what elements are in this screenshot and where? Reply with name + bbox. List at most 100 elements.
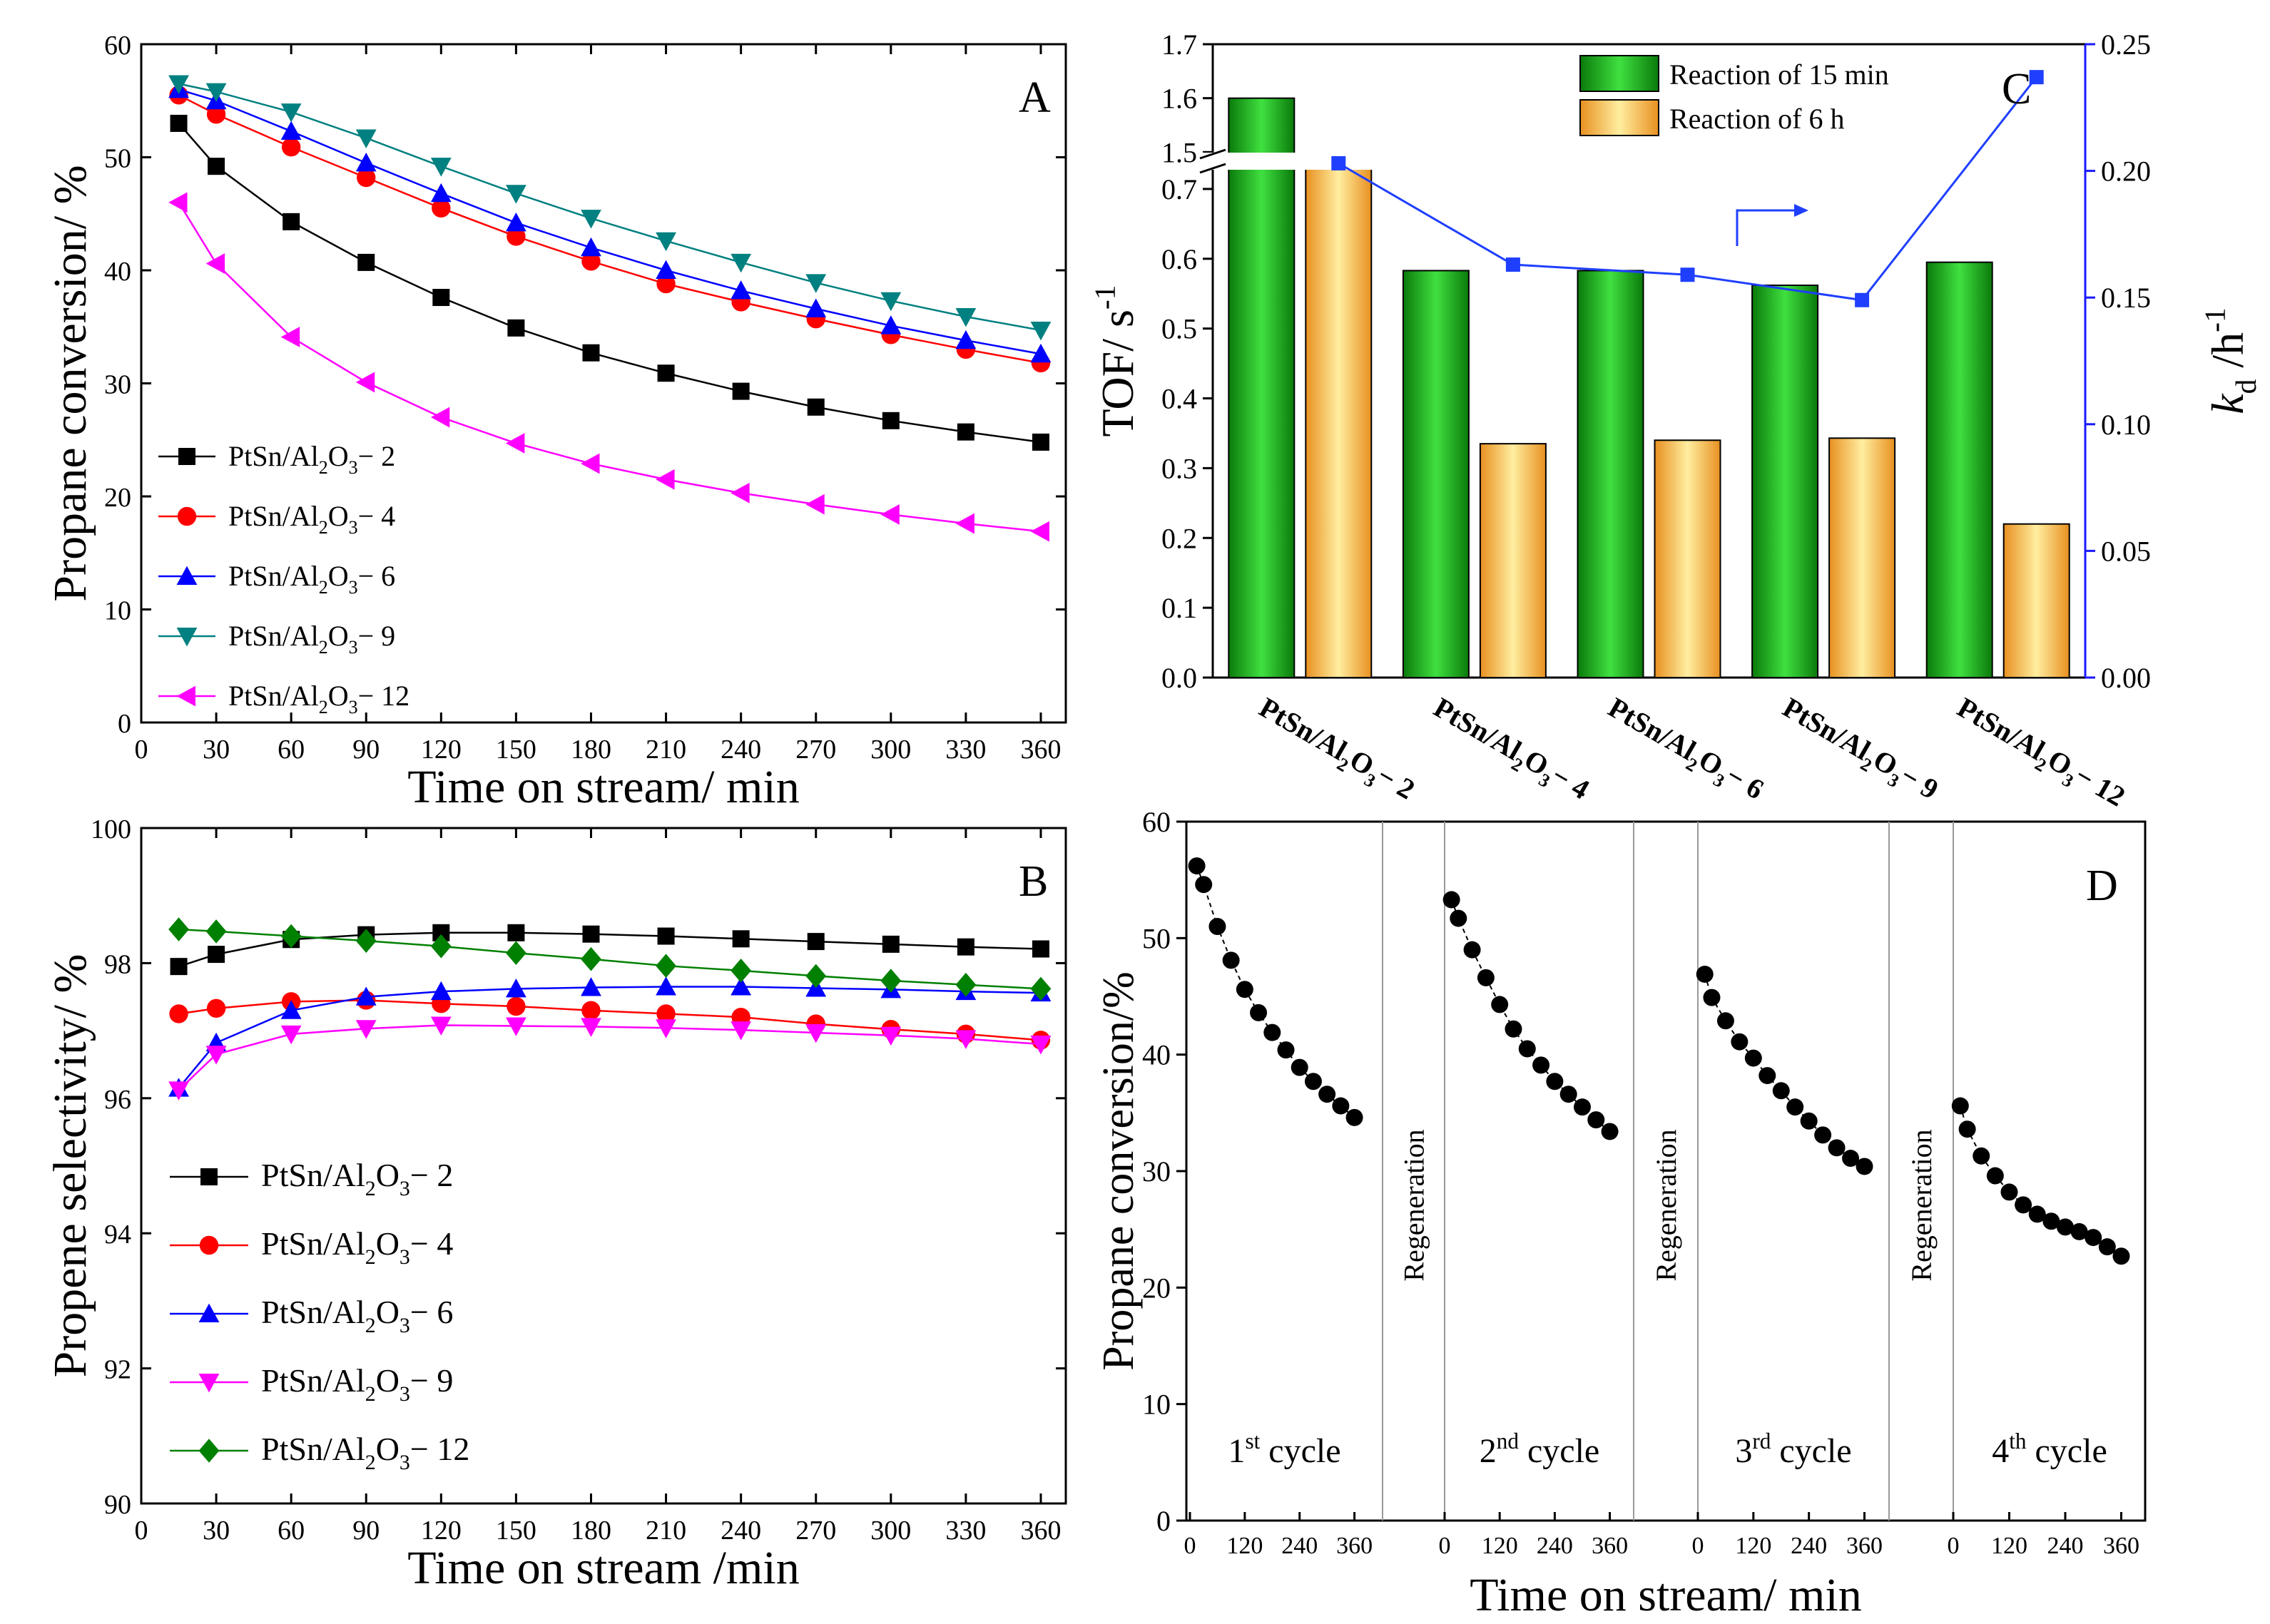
x-tick-label: 240: [1791, 1533, 1827, 1559]
y-axis-label: Propane conversion/ %: [44, 165, 96, 601]
text-part: 3: [349, 457, 358, 478]
y-tick-label: 40: [104, 257, 131, 287]
text-part: th: [2009, 1429, 2027, 1454]
data-point: [1842, 1150, 1860, 1168]
data-point: [955, 972, 977, 997]
x-tick-label: 60: [278, 735, 305, 765]
x-tick-label: 360: [1846, 1533, 1883, 1559]
x-tick-label: 120: [1991, 1533, 2027, 1559]
text-part: 2: [1480, 1432, 1497, 1470]
data-point: [955, 1030, 977, 1049]
data-point: [656, 274, 676, 294]
text-part: − 4: [1546, 759, 1594, 805]
legend-label: PtSn/Al2O3− 6: [228, 560, 395, 598]
legend-label: PtSn/Al2O3− 9: [261, 1362, 453, 1406]
text-part: O: [376, 1294, 399, 1330]
bar: [1654, 439, 1721, 679]
data-point: [208, 158, 225, 175]
y-tick-label: 0: [1156, 1505, 1171, 1537]
text-part: cycle: [2027, 1432, 2107, 1470]
y-tick-label: 0.3: [1161, 452, 1197, 484]
text-part: -1: [1088, 285, 1121, 310]
x-tick-label: 90: [352, 735, 380, 765]
data-point: [1032, 433, 1049, 451]
text-part: PtSn/Al: [261, 1294, 365, 1330]
data-point: [732, 930, 750, 948]
x-tick-label: 120: [1735, 1533, 1771, 1559]
x-axis-label: Time on stream/ min: [407, 761, 799, 813]
y-tick-label: 60: [104, 31, 131, 61]
data-point: [1188, 857, 1206, 875]
data-point: [1696, 965, 1714, 983]
data-point: [507, 227, 526, 246]
x-tick-label: 240: [1281, 1533, 1318, 1559]
data-point: [355, 1020, 377, 1039]
data-point: [1731, 1033, 1749, 1051]
text-part: 3: [349, 697, 358, 717]
data-point: [1030, 521, 1049, 542]
text-part: cycle: [1771, 1432, 1851, 1470]
data-point: [731, 959, 752, 983]
data-point: [506, 978, 526, 998]
text-part: PtSn/Al: [261, 1431, 365, 1467]
axis-break: [1198, 153, 1498, 170]
data-point: [656, 469, 675, 490]
text-part: 2: [365, 1382, 376, 1406]
data-point: [1958, 1120, 1976, 1138]
category-label: PtSn/Al2O3− 12: [1949, 691, 2131, 818]
data-point: [280, 121, 302, 141]
data-point: [1208, 918, 1226, 935]
text-part: O: [328, 620, 349, 652]
text-part: st: [1245, 1429, 1260, 1454]
series-line: [178, 1024, 1042, 1091]
data-point: [1442, 891, 1460, 909]
data-point: [807, 933, 825, 951]
data-point: [430, 981, 452, 1001]
data-point: [805, 964, 827, 989]
data-point: [807, 398, 825, 416]
legend-label: PtSn/Al2O3− 2: [261, 1157, 453, 1200]
data-point: [208, 946, 225, 964]
legend-label: PtSn/Al2O3− 12: [228, 680, 409, 717]
data-point: [656, 260, 676, 279]
data-point: [280, 1000, 302, 1019]
data-point: [731, 280, 752, 300]
text-part: PtSn/Al: [228, 560, 319, 592]
x-axis-label: Time on stream/ min: [1470, 1569, 1861, 1621]
x-tick-label: 240: [721, 1516, 761, 1546]
data-point: [357, 253, 375, 271]
legend-marker: [198, 1303, 220, 1322]
text-part: 4: [1992, 1432, 2009, 1470]
data-point: [1951, 1097, 1969, 1115]
legend-label: PtSn/Al2O3− 12: [261, 1431, 469, 1474]
text-part: O: [328, 680, 349, 712]
y-tick-label: 0.4: [1161, 383, 1197, 415]
cycle-label: 3rd cycle: [1735, 1429, 1851, 1470]
y-tick-label: 10: [104, 596, 131, 626]
data-point: [805, 274, 827, 293]
text-part: − 12: [358, 680, 410, 712]
data-point: [205, 253, 225, 274]
data-point: [581, 977, 601, 996]
data-point: [882, 412, 900, 429]
data-point: [432, 289, 450, 307]
x-tick-label: 360: [2103, 1533, 2139, 1559]
panel-c: 0.0 0.1 0.2 0.3 0.4 0.5 0.6 0.7 1.5 1.6 1.7 0.00 0.0…: [1088, 29, 2262, 818]
y2-tick-label: 0.15: [2101, 282, 2151, 314]
data-point: [1546, 1073, 1564, 1091]
x-tick-label: 240: [2047, 1533, 2083, 1559]
y-tick-label: 96: [104, 1085, 131, 1115]
data-point: [206, 105, 226, 124]
data-point: [205, 919, 227, 944]
data-point: [657, 927, 675, 945]
data-point: [880, 504, 900, 525]
category-label: PtSn/Al2O3− 4: [1425, 691, 1594, 811]
right-arrow-icon: [1736, 209, 1798, 246]
data-point: [732, 382, 750, 400]
data-point: [430, 934, 452, 959]
text-part: PtSn/Al: [1778, 691, 1876, 767]
data-point: [2042, 1212, 2060, 1230]
x-tick-label: 120: [1226, 1533, 1263, 1559]
data-point: [2070, 1222, 2088, 1240]
